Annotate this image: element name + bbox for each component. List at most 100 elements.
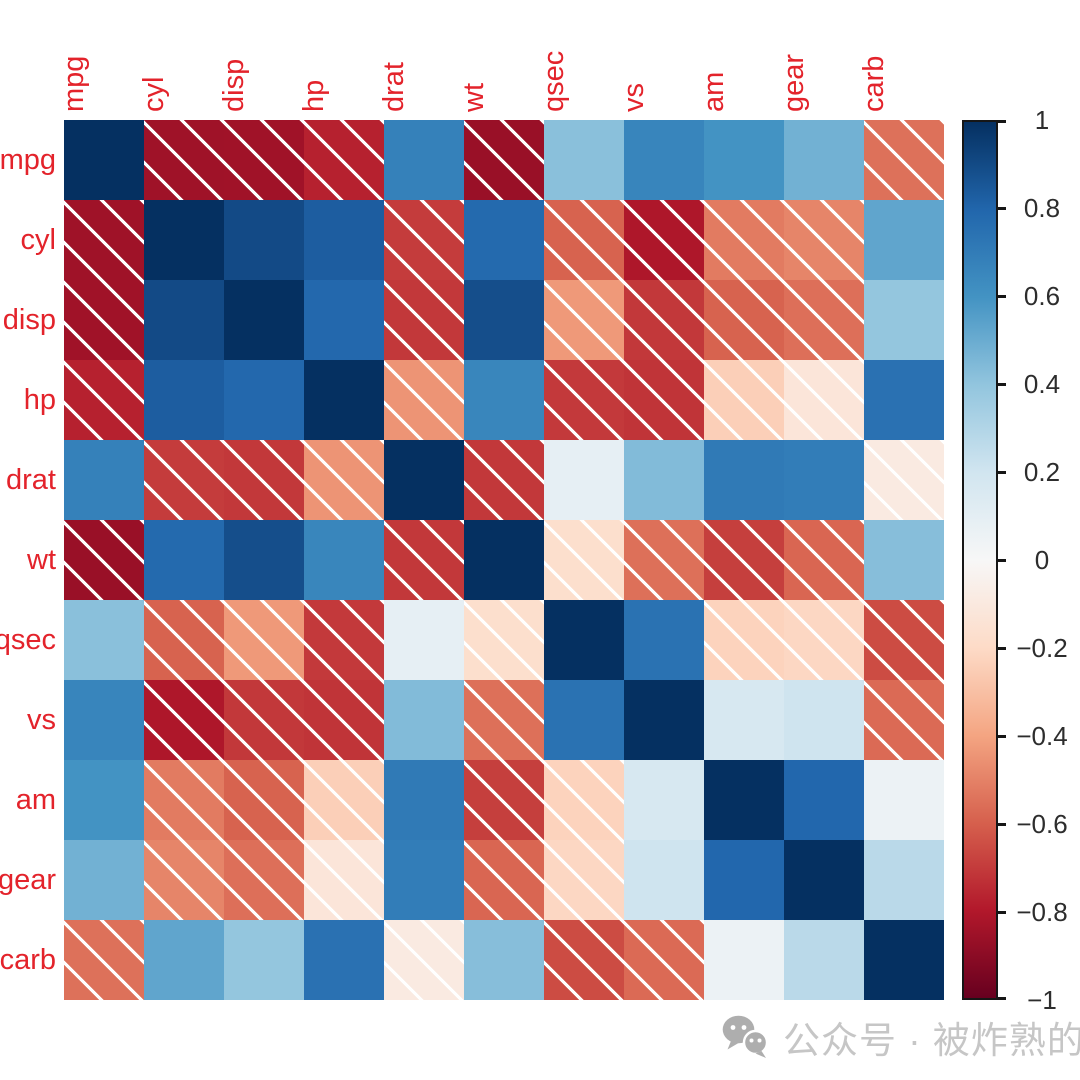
heatmap-cell [704, 840, 784, 920]
colorbar-tick [998, 558, 1006, 562]
colorbar-tick-label: 0.4 [1023, 369, 1061, 399]
heatmap-cell [144, 680, 224, 760]
heatmap-cell [64, 680, 144, 760]
heatmap-cell [864, 520, 944, 600]
heatmap-cell [64, 920, 144, 1000]
heatmap-cell [224, 200, 304, 280]
wechat-icon [722, 1015, 770, 1059]
heatmap-cell [304, 360, 384, 440]
heatmap-cell [464, 120, 544, 200]
heatmap-cell [704, 440, 784, 520]
heatmap-cell [384, 600, 464, 680]
heatmap-cell [64, 520, 144, 600]
colorbar-tick-label: 0.8 [1023, 193, 1061, 223]
colorbar-tick-label: 0 [1034, 545, 1050, 575]
heatmap-cell [144, 280, 224, 360]
heatmap-cell [464, 920, 544, 1000]
heatmap-cell [864, 840, 944, 920]
heatmap-cell [384, 200, 464, 280]
heatmap-cell [704, 760, 784, 840]
heatmap-cell [624, 600, 704, 680]
heatmap-cell [544, 360, 624, 440]
heatmap-cell [464, 280, 544, 360]
colorbar-tick-label: −0.6 [1016, 809, 1068, 839]
heatmap-cell [704, 680, 784, 760]
heatmap-cell [784, 600, 864, 680]
heatmap-cell [64, 120, 144, 200]
column-label: qsec [538, 50, 570, 112]
heatmap-cell [864, 280, 944, 360]
heatmap-cell [144, 440, 224, 520]
heatmap-cell [64, 760, 144, 840]
column-label: hp [298, 79, 330, 112]
heatmap-cell [144, 360, 224, 440]
column-label: carb [858, 55, 890, 112]
heatmap-cell [544, 840, 624, 920]
heatmap-cell [224, 680, 304, 760]
heatmap-cell [784, 680, 864, 760]
heatmap-cell [64, 440, 144, 520]
heatmap-cell [784, 360, 864, 440]
column-label: mpg [58, 55, 90, 112]
heatmap-cell [864, 440, 944, 520]
heatmap-cell [224, 920, 304, 1000]
row-label: disp [2, 303, 56, 336]
heatmap-cell [864, 120, 944, 200]
heatmap-cell [624, 760, 704, 840]
colorbar-tick [998, 646, 1006, 650]
heatmap-cell [224, 280, 304, 360]
row-label: carb [0, 943, 56, 976]
heatmap-cell [144, 920, 224, 1000]
heatmap-cell [624, 200, 704, 280]
heatmap-cell [304, 440, 384, 520]
heatmap-cell [864, 200, 944, 280]
heatmap-cell [384, 440, 464, 520]
heatmap-cell [384, 280, 464, 360]
colorbar-tick [998, 470, 1006, 474]
column-label: wt [458, 83, 490, 112]
heatmap-cell [144, 520, 224, 600]
heatmap-cell [384, 360, 464, 440]
heatmap-cell [784, 280, 864, 360]
heatmap-cell [304, 200, 384, 280]
heatmap-cell [864, 360, 944, 440]
heatmap-cell [224, 600, 304, 680]
colorbar-tick-label: 1 [1034, 105, 1050, 135]
colorbar: 1 0.8 0.6 0.4 0.2 0 −0.2 −0.4 −0.6 −0.8 −1 [962, 105, 1080, 1015]
heatmap-cell [144, 760, 224, 840]
colorbar-tick [998, 206, 1006, 210]
heatmap-cell [784, 200, 864, 280]
heatmap-cell [784, 120, 864, 200]
heatmap-cell [304, 840, 384, 920]
heatmap-cell [144, 840, 224, 920]
heatmap-cell [304, 280, 384, 360]
heatmap-cell [864, 680, 944, 760]
column-label: disp [218, 58, 250, 112]
heatmap-cell [224, 360, 304, 440]
heatmap-cell [464, 440, 544, 520]
heatmap-cell [384, 920, 464, 1000]
heatmap-cell [704, 200, 784, 280]
heatmap-cell [784, 440, 864, 520]
heatmap-cell [544, 920, 624, 1000]
heatmap-cell [304, 120, 384, 200]
heatmap-cell [304, 920, 384, 1000]
heatmap-cell [464, 760, 544, 840]
colorbar-tick-label: −0.4 [1016, 721, 1068, 751]
correlation-heatmap [64, 120, 944, 1000]
heatmap-cell [544, 760, 624, 840]
heatmap-cell [624, 920, 704, 1000]
heatmap-cell [704, 120, 784, 200]
heatmap-cell [224, 120, 304, 200]
heatmap-cell [624, 120, 704, 200]
colorbar-gradient [962, 120, 998, 1000]
heatmap-cell [784, 920, 864, 1000]
colorbar-tick-label: −0.8 [1016, 897, 1068, 927]
heatmap-cell [704, 280, 784, 360]
column-label: drat [378, 62, 410, 112]
heatmap-cell [464, 520, 544, 600]
heatmap-cell [384, 760, 464, 840]
heatmap-cell [624, 520, 704, 600]
heatmap-cell [144, 200, 224, 280]
heatmap-cell [144, 600, 224, 680]
